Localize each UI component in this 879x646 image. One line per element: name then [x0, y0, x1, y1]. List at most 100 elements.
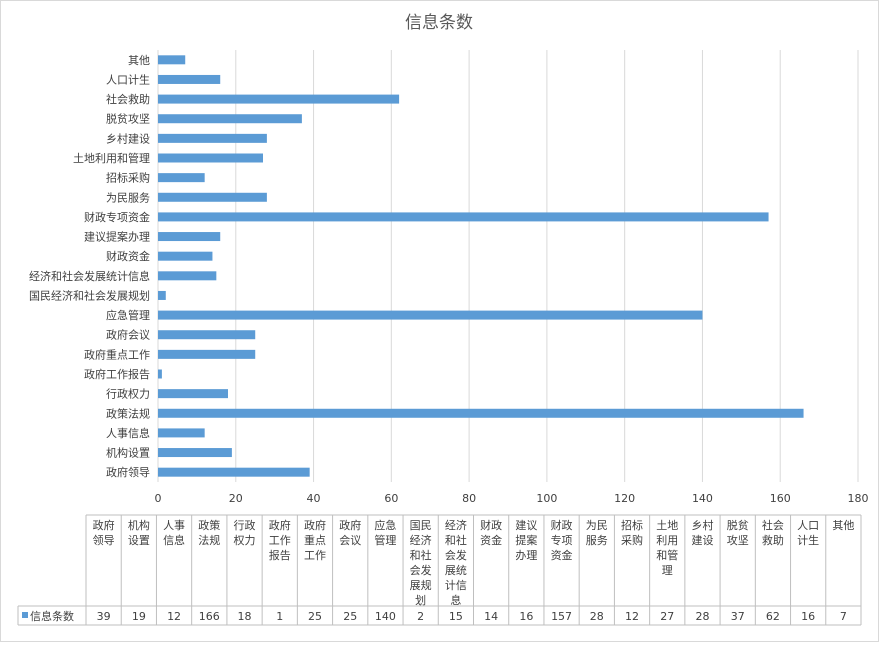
category-label: 政策法规 [106, 406, 150, 420]
bar [158, 94, 400, 104]
category-label: 人口计生 [106, 72, 150, 86]
table-header-cell: 应急管理 [374, 518, 396, 547]
category-label: 招标采购 [106, 171, 150, 185]
x-tick-label: 120 [614, 492, 635, 505]
bar [158, 448, 232, 458]
bar [158, 428, 205, 438]
bar [158, 408, 804, 418]
data-table: 政府领导机构设置人事信息政策法规行政权力政府工作报告政府重点工作政府会议应急管理… [17, 514, 862, 626]
table-header-cell: 财政资金 [480, 518, 502, 547]
bar [158, 330, 256, 340]
x-tick-label: 20 [229, 492, 243, 505]
table-value-cell: 18 [238, 610, 252, 623]
bar [158, 310, 703, 320]
bar [158, 133, 267, 143]
legend-series-name: 信息条数 [30, 609, 74, 623]
table-header-cell: 其他 [832, 519, 854, 532]
table-header-cell: 经济和社会发展统计信息 [445, 518, 467, 607]
table-header-cell: 为民服务 [586, 519, 608, 547]
category-label: 国民经济和社会发展规划 [29, 288, 150, 302]
table-value-cell: 166 [199, 610, 220, 623]
bar [158, 55, 186, 65]
table-value-cell: 39 [97, 610, 111, 623]
table-header-cell: 人事信息 [163, 519, 185, 547]
table-header-cell: 建议提案办理 [515, 518, 537, 562]
category-label: 经济和社会发展统计信息 [29, 269, 150, 283]
bar [158, 173, 205, 183]
table-value-cell: 7 [840, 610, 847, 623]
x-tick-label: 160 [770, 492, 791, 505]
category-label: 政府会议 [106, 328, 150, 342]
table-value-cell: 157 [551, 610, 572, 623]
category-label: 政府领导 [106, 465, 150, 479]
category-label: 其他 [128, 54, 150, 67]
chart-title: 信息条数 [405, 13, 473, 33]
bar [158, 467, 310, 477]
table-header-cell: 机构设置 [128, 518, 150, 547]
table-header-cell: 招标采购 [621, 518, 643, 547]
bar [158, 271, 217, 281]
category-label: 财政专项资金 [84, 210, 150, 224]
table-value-cell: 37 [731, 610, 745, 623]
table-value-cell: 27 [660, 610, 674, 623]
table-value-cell: 1 [276, 610, 283, 623]
category-label: 财政资金 [106, 249, 150, 263]
category-label: 建议提案办理 [84, 230, 150, 244]
x-tick-label: 140 [692, 492, 713, 505]
table-value-cell: 15 [449, 610, 463, 623]
x-tick-label: 180 [848, 492, 869, 505]
category-label: 社会救助 [106, 92, 150, 106]
table-header-cell: 国民经济和社会发展规划 [410, 519, 432, 607]
bar [158, 153, 263, 163]
table-header-cell: 行政权力 [234, 518, 256, 547]
table-header-cell: 政府重点工作 [304, 518, 326, 562]
x-axis-ticks: 0 20 40 60 80 100 120 140 160 180 [155, 492, 869, 505]
table-value-cell: 25 [308, 610, 322, 623]
table-value-cell: 12 [625, 610, 639, 623]
table-value-cell: 2 [417, 610, 424, 623]
category-label: 脱贫攻坚 [106, 112, 150, 126]
x-tick-label: 60 [384, 492, 398, 505]
table-value-cell: 16 [801, 610, 815, 623]
table-header-cell: 财政专项资金 [551, 518, 573, 562]
table-value-cell: 28 [695, 610, 709, 623]
table-value-cell: 62 [766, 610, 780, 623]
table-header-cell: 政府会议 [339, 518, 361, 547]
bar [158, 74, 221, 84]
table-header-cell: 政府领导 [93, 518, 115, 547]
category-label: 行政权力 [106, 387, 150, 401]
x-tick-label: 100 [536, 492, 557, 505]
x-tick-label: 0 [155, 492, 162, 505]
table-value-cell: 28 [590, 610, 604, 623]
category-label: 政府工作报告 [84, 367, 150, 381]
bars [158, 55, 804, 477]
category-label: 应急管理 [106, 308, 150, 322]
bar [158, 232, 221, 242]
category-label: 乡村建设 [106, 131, 150, 145]
category-label: 机构设置 [106, 446, 150, 460]
x-tick-label: 40 [307, 492, 321, 505]
x-tick-label: 80 [462, 492, 476, 505]
bar [158, 349, 256, 359]
table-value-cell: 25 [343, 610, 357, 623]
category-label: 政府重点工作 [84, 347, 150, 361]
table-value-cell: 16 [519, 610, 533, 623]
table-header-cell: 脱贫攻坚 [727, 518, 749, 547]
category-label: 为民服务 [106, 191, 150, 204]
bar [158, 290, 166, 300]
table-header-cell: 政策法规 [198, 518, 220, 547]
table-value-cell: 140 [375, 610, 396, 623]
table-header-cell: 土地利用和管理 [656, 519, 678, 577]
bar [158, 369, 162, 379]
bar [158, 192, 267, 202]
table-value-cell: 19 [132, 610, 146, 623]
bar [158, 212, 769, 222]
bar [158, 114, 302, 124]
table-value-cell: 14 [484, 610, 498, 623]
table-header-cell: 社会救助 [762, 518, 784, 547]
table-value-cell: 12 [167, 610, 181, 623]
